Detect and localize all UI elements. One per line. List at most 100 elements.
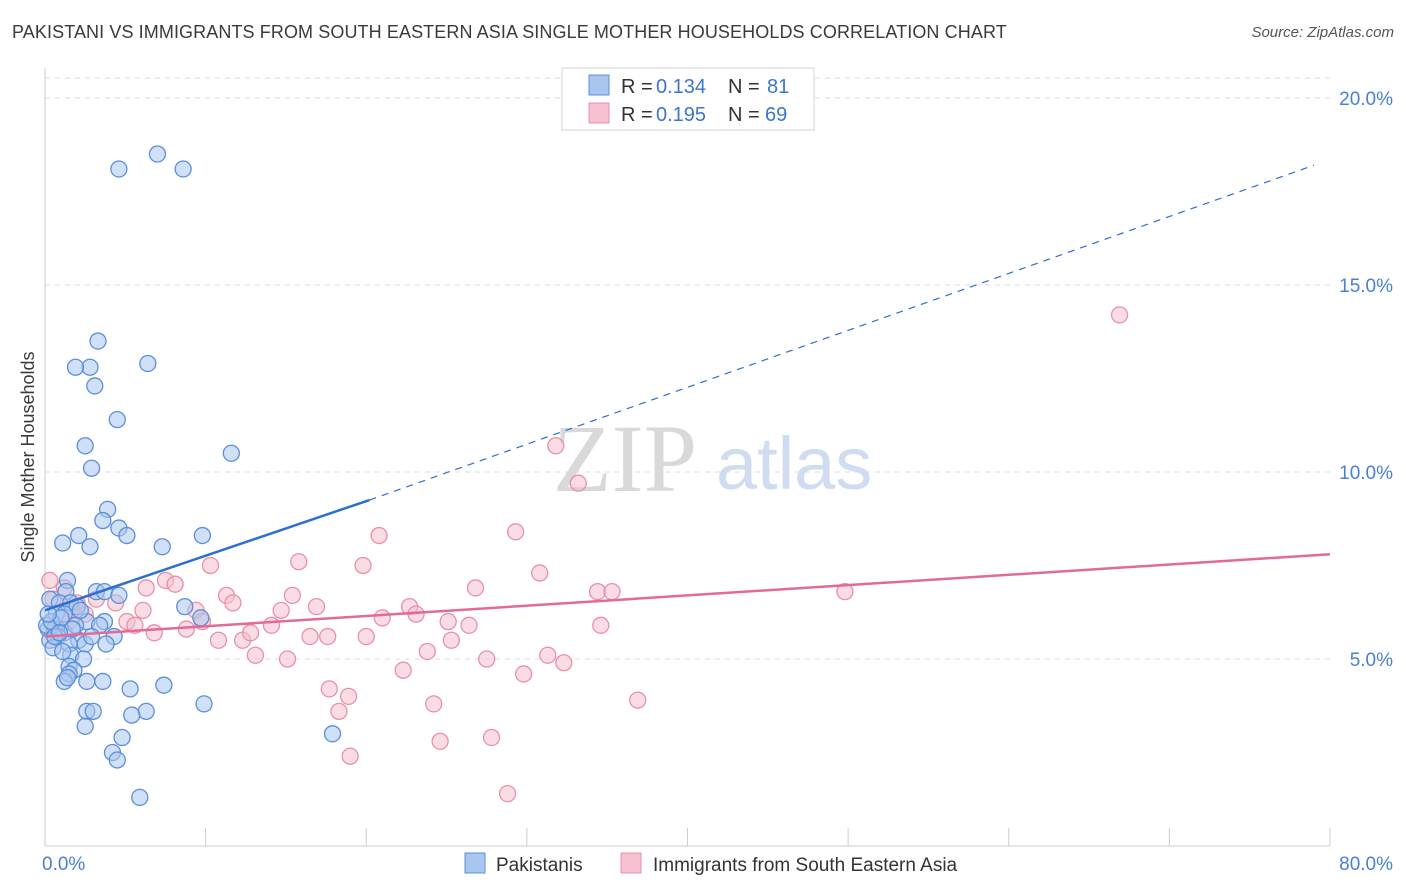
- immigrants-point-28: [283, 586, 302, 605]
- pakistanis-point-54: [58, 669, 77, 687]
- pakistanis-point-9: [76, 437, 94, 455]
- y-tick-label-2: 15.0%: [1339, 276, 1393, 297]
- immigrants-point-14: [166, 575, 184, 593]
- pakistanis-point-36: [192, 609, 210, 627]
- pakistanis-point-18: [81, 538, 99, 556]
- immigrants-point-18: [201, 556, 220, 575]
- legend-swatch-immigrants: [588, 102, 610, 124]
- pakistanis-point-57: [121, 680, 139, 698]
- immigrants-point-25: [262, 616, 281, 634]
- immigrants-point-26: [272, 601, 290, 620]
- immigrants-point-45: [425, 695, 443, 713]
- bottom-legend-label-immigrants: Immigrants from South Eastern Asia: [653, 855, 958, 876]
- pakistanis-point-5: [66, 358, 85, 376]
- pakistanis-point-56: [94, 672, 112, 691]
- pakistanis-point-69: [131, 788, 149, 807]
- series-legend: Pakistanis Immigrants from South Eastern…: [464, 852, 958, 876]
- pakistanis-point-2: [174, 160, 192, 178]
- immigrants-point-58: [547, 437, 565, 455]
- immigrants-point-21: [224, 594, 242, 612]
- pakistanis-point-55: [78, 672, 96, 691]
- pakistanis-point-68: [108, 751, 126, 769]
- immigrants-point-61: [588, 583, 607, 601]
- gridlines: [45, 77, 1330, 660]
- immigrants-point-34: [330, 702, 348, 720]
- y-tick-label-1: 10.0%: [1339, 463, 1393, 484]
- pakistanis-point-61: [84, 702, 102, 720]
- legend-n-value-1: 81: [767, 76, 789, 98]
- trend-lines: [44, 164, 1331, 638]
- pakistanis-point-6: [139, 354, 157, 373]
- immigrants-point-32: [319, 627, 337, 646]
- immigrants-point-47: [439, 612, 457, 631]
- immigrants-point-52: [482, 728, 501, 747]
- correlation-legend: R = 0.134 N = 81 R = 0.195 N = 69: [561, 67, 815, 131]
- y-axis-label: Single Mother Households: [18, 351, 38, 562]
- immigrants-point-33: [320, 680, 338, 698]
- immigrants-point-55: [515, 665, 533, 683]
- immigrants-point-65: [836, 583, 854, 601]
- immigrants-point-24: [246, 646, 265, 664]
- immigrants-point-66: [1110, 306, 1129, 324]
- pakistanis-point-46: [97, 635, 115, 653]
- pakistanis-point-30: [176, 597, 194, 616]
- pakistanis-point-79: [82, 627, 101, 646]
- legend-swatch-pakistanis: [588, 74, 610, 96]
- immigrants-point-40: [373, 609, 391, 627]
- immigrants-point-44: [418, 642, 436, 661]
- pakistanis-point-10: [82, 459, 101, 477]
- pakistanis-point-58: [155, 676, 173, 694]
- legend-n-value-2: 69: [765, 104, 787, 126]
- x-ticks: [44, 828, 1331, 846]
- pakistanis-point-1: [148, 145, 167, 163]
- immigrants-point-62: [592, 616, 610, 634]
- pakistanis-point-25: [110, 586, 128, 605]
- pakistanis-point-74: [71, 601, 89, 620]
- immigrants-point-37: [354, 556, 372, 575]
- pakistanis-point-76: [54, 642, 72, 661]
- immigrants-point-36: [341, 747, 359, 765]
- immigrants-point-56: [531, 564, 549, 582]
- pakistanis-point-4: [81, 358, 99, 376]
- bottom-legend-swatch-immigrants: [620, 852, 642, 874]
- x-tick-label-right: 80.0%: [1339, 854, 1393, 875]
- immigrants-point-51: [478, 650, 496, 668]
- immigrants-point-23: [241, 624, 260, 642]
- pakistanis-point-80: [39, 605, 57, 623]
- source-attribution: Source: ZipAtlas.com: [1251, 24, 1394, 41]
- y-tick-label-0: 5.0%: [1350, 650, 1393, 671]
- series-immigrants-points: [41, 306, 1129, 803]
- pakistanis-point-8: [108, 410, 126, 429]
- watermark-atlas: atlas: [716, 422, 872, 505]
- pakistanis-point-78: [50, 624, 69, 642]
- immigrants-point-19: [209, 631, 228, 649]
- pakistanis-trend-solid: [44, 498, 370, 612]
- series-pakistanis-points: [37, 145, 342, 807]
- immigrants-point-10: [134, 601, 152, 620]
- pakistanis-point-66: [323, 725, 342, 743]
- y-tick-labels: 5.0% 10.0% 15.0% 20.0%: [1339, 89, 1393, 671]
- pakistanis-point-49: [74, 650, 93, 668]
- immigrants-point-63: [603, 583, 621, 601]
- pakistanis-point-3: [89, 332, 107, 350]
- immigrants-point-38: [357, 627, 375, 646]
- immigrants-point-53: [498, 784, 517, 803]
- legend-r-value-1: 0.134: [656, 76, 706, 98]
- immigrants-point-41: [394, 661, 412, 679]
- immigrants-point-64: [629, 691, 647, 709]
- immigrants-point-50: [466, 579, 485, 597]
- immigrants-point-39: [370, 526, 388, 545]
- immigrants-point-27: [278, 650, 297, 668]
- pakistanis-trend-dashed: [369, 164, 1315, 501]
- pakistanis-point-16: [70, 526, 88, 545]
- legend-r-label-1: R =: [621, 76, 653, 98]
- pakistanis-point-11: [222, 444, 240, 462]
- pakistanis-point-19: [153, 538, 171, 556]
- legend-n-label-2: N =: [728, 104, 760, 126]
- immigrants-point-31: [307, 597, 326, 616]
- immigrants-point-29: [290, 553, 308, 571]
- immigrants-point-57: [539, 646, 557, 664]
- chart-title: PAKISTANI VS IMMIGRANTS FROM SOUTH EASTE…: [12, 22, 1007, 42]
- immigrants-point-60: [569, 474, 587, 492]
